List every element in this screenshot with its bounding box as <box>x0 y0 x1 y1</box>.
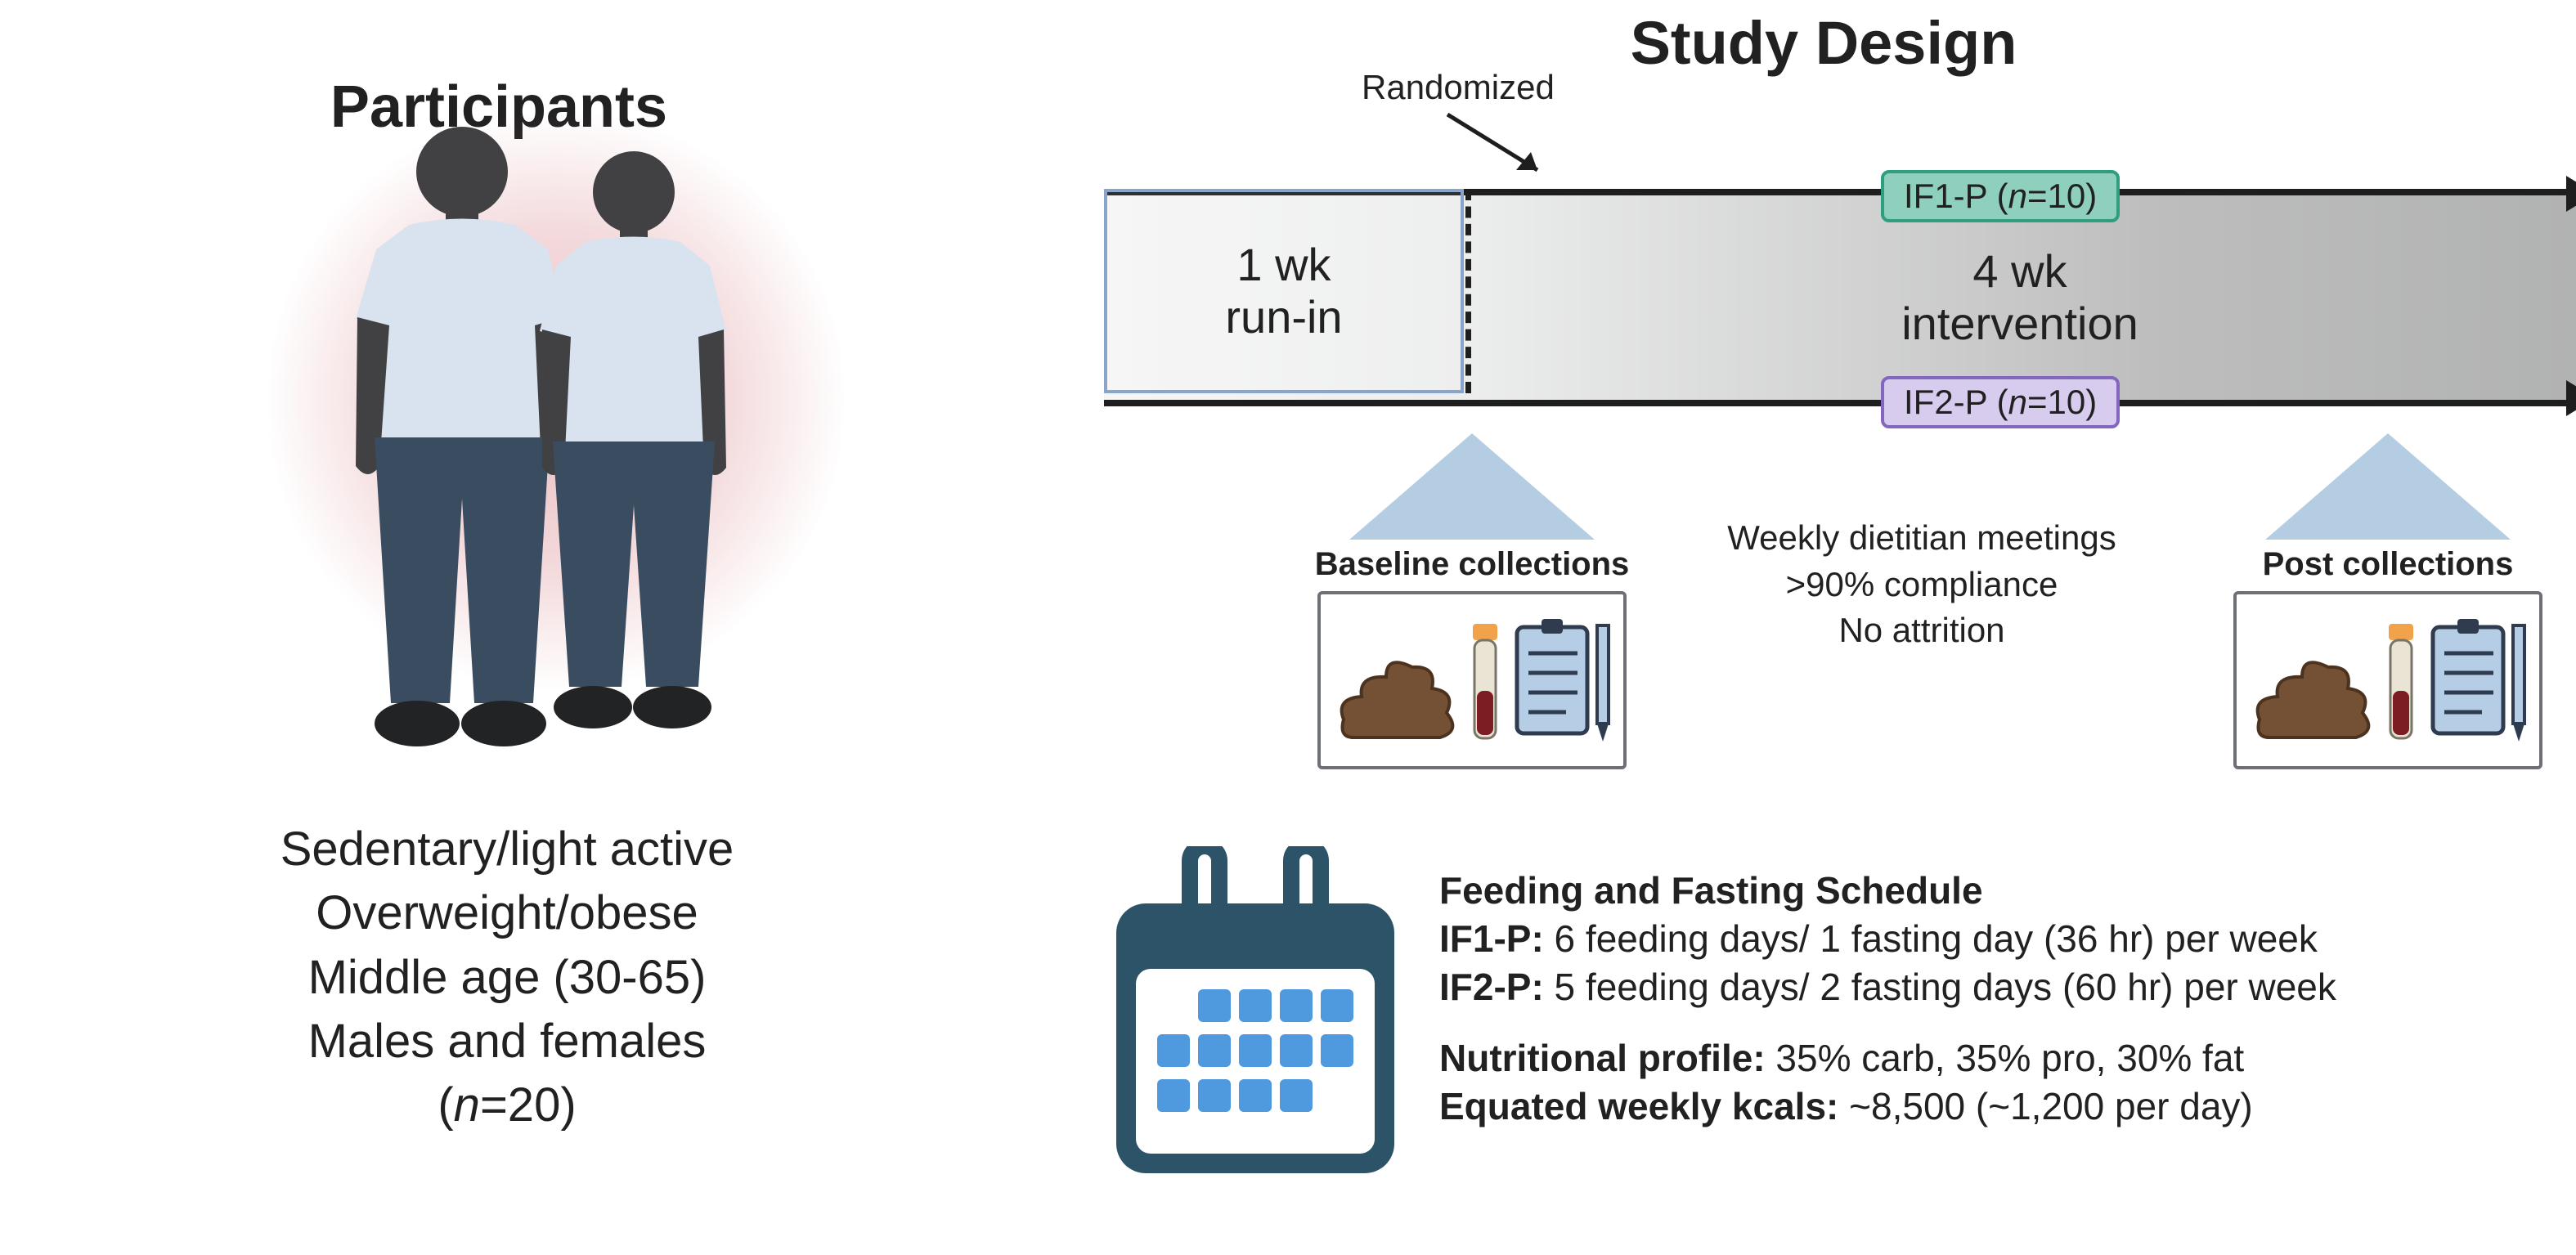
callout-triangle-icon <box>2265 433 2511 540</box>
blood-tube-icon <box>2389 624 2413 738</box>
feeding-if2: IF2-P: 5 feeding days/ 2 fasting days (6… <box>1439 963 2568 1011</box>
participants-line-1: Sedentary/light active <box>98 818 916 881</box>
calendar-icon <box>1108 846 1402 1190</box>
collection-card-baseline <box>1317 591 1627 769</box>
pencil-icon <box>2513 625 2524 742</box>
timeline-arrow-bot <box>2566 380 2576 416</box>
between-text: Weekly dietitian meetings >90% complianc… <box>1685 515 2159 654</box>
callout-baseline: Baseline collections <box>1308 433 1636 769</box>
participants-line-2: Overweight/obese <box>98 881 916 945</box>
intervention-text: 4 wk intervention <box>1464 245 2576 351</box>
stool-icon <box>2258 662 2369 737</box>
participants-description: Sedentary/light active Overweight/obese … <box>98 818 916 1137</box>
feeding-kcals: Equated weekly kcals: ~8,500 (~1,200 per… <box>1439 1082 2568 1131</box>
feeding-header: Feeding and Fasting Schedule <box>1439 867 2568 915</box>
participants-silhouettes <box>311 114 785 785</box>
participants-n: (n=20) <box>98 1073 916 1137</box>
arm-badge-if1p: IF1-P (n=10) <box>1881 170 2120 222</box>
callout-triangle-icon <box>1349 433 1595 540</box>
run-in-box: 1 wk run-in <box>1104 189 1464 393</box>
study-timeline: 1 wk run-in 4 wk intervention IF1-P (n=1… <box>1104 151 2576 429</box>
clipboard-icon <box>1517 619 1587 733</box>
timeline-arrow-top <box>2566 176 2576 212</box>
arm-badge-if2p: IF2-P (n=10) <box>1881 376 2120 428</box>
feeding-schedule: Feeding and Fasting Schedule IF1-P: 6 fe… <box>1439 867 2568 1130</box>
study-design-title: Study Design <box>1104 8 2543 78</box>
pencil-icon <box>1597 625 1609 742</box>
blood-tube-icon <box>1473 624 1497 738</box>
feeding-nutrition: Nutritional profile: 35% carb, 35% pro, … <box>1439 1034 2568 1082</box>
participants-line-4: Males and females <box>98 1010 916 1073</box>
callout-post-title: Post collections <box>2224 546 2551 583</box>
collection-card-post <box>2233 591 2542 769</box>
participants-line-3: Middle age (30-65) <box>98 946 916 1010</box>
feeding-if1: IF1-P: 6 feeding days/ 1 fasting day (36… <box>1439 915 2568 963</box>
callout-baseline-title: Baseline collections <box>1308 546 1636 583</box>
randomized-label: Randomized <box>1362 68 1555 107</box>
callout-post: Post collections <box>2224 433 2551 769</box>
stool-icon <box>1342 662 1453 737</box>
clipboard-icon <box>2433 619 2503 733</box>
